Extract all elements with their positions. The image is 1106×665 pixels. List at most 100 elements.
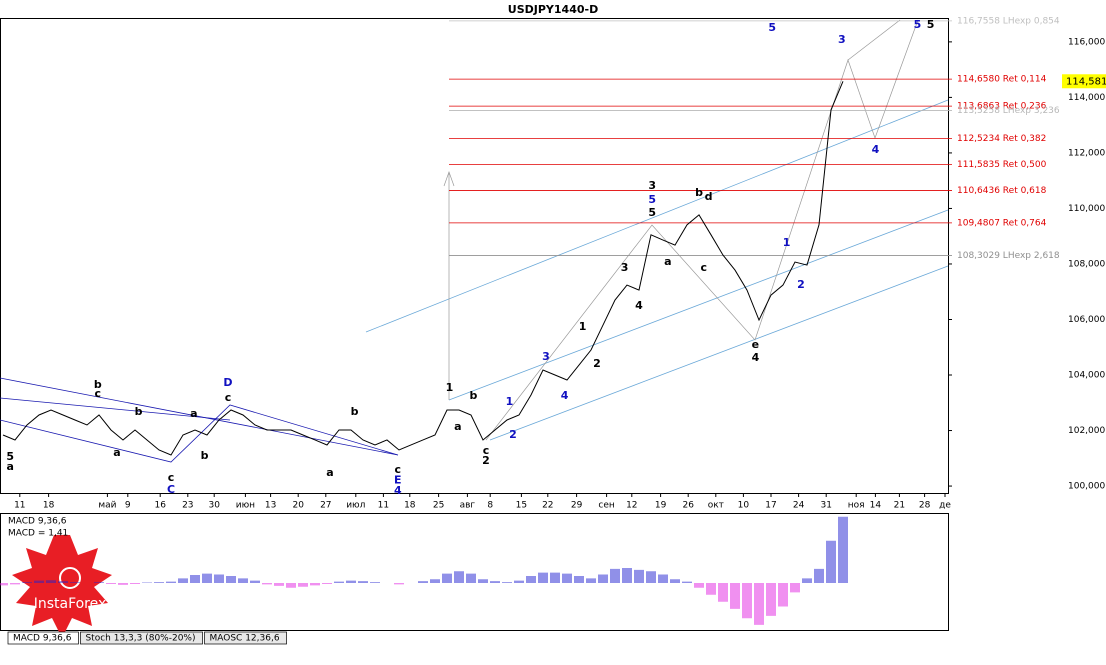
chart-title: USDJPY1440-D: [508, 3, 598, 16]
x-tick-label: 18: [43, 501, 55, 511]
level-label: 116,7558 LHexp 0,854: [957, 16, 1060, 26]
wave-label: a: [664, 255, 671, 268]
x-tick-label: 29: [571, 501, 583, 511]
level-label: 113,6863 Ret 0,236: [957, 102, 1047, 112]
macd-title: MACD 9,36,6: [8, 517, 67, 527]
wave-label: 2: [509, 428, 517, 441]
wave-label: b: [469, 389, 477, 402]
tab: MAOSC 12,36,6: [204, 631, 287, 645]
wave-label: 5: [914, 18, 922, 31]
x-tick-label: 12: [626, 501, 637, 511]
wave-label: b: [94, 378, 102, 391]
wave-label: e: [752, 338, 759, 351]
wave-label: E: [394, 474, 402, 487]
x-tick-label: 21: [894, 501, 905, 511]
wave-label: b: [201, 449, 209, 462]
x-tick-label: 20: [292, 501, 304, 511]
wave-label: 3: [648, 179, 656, 192]
level-label: 110,6436 Ret 0,618: [957, 186, 1047, 196]
wave-label: 5: [768, 21, 776, 34]
wave-label: 1: [579, 320, 587, 333]
wave-label: 5: [648, 193, 656, 206]
tab-label: MAOSC 12,36,6: [210, 634, 280, 644]
wave-label: 5: [927, 18, 935, 31]
x-tick-label: 30: [208, 501, 220, 511]
x-tick-label: сен: [598, 501, 614, 511]
wave-label: b: [695, 186, 703, 199]
level-label: 113,5258 LHexp 3,236: [957, 106, 1060, 116]
tab-box: [7, 631, 79, 645]
wave-label: 5: [648, 206, 656, 219]
x-tick-label: 18: [404, 501, 416, 511]
price-line: [2, 81, 844, 456]
wave-lines: [443, 19, 919, 441]
y-tick-label: 102,000: [1068, 426, 1105, 436]
tab: Stoch 13,3,3 (80%-20%): [80, 631, 203, 645]
x-tick-label: 14: [870, 501, 882, 511]
wave-label: 2: [593, 357, 601, 370]
wave-label: 1: [506, 395, 514, 408]
wave-label: b: [351, 405, 359, 418]
wave-label: a: [454, 420, 461, 433]
logo-text: InstaForex: [34, 596, 107, 612]
x-tick-label: 25: [433, 501, 444, 511]
y-tick-label: 114,000: [1068, 93, 1105, 103]
tab-label: Stoch 13,3,3 (80%-20%): [85, 634, 195, 644]
x-tick-label: 13: [265, 501, 276, 511]
wave-label: a: [6, 460, 13, 473]
wave-label: c: [95, 387, 102, 400]
x-tick-label: 8: [487, 501, 493, 511]
level-label: 111,5835 Ret 0,500: [957, 160, 1047, 170]
wave-label: 2: [797, 278, 805, 291]
wave-label: a: [326, 466, 333, 479]
x-tick-label: 26: [682, 501, 694, 511]
macd-panel: [0, 513, 949, 631]
trend-lines: [0, 377, 399, 463]
logo-badge: [12, 535, 112, 638]
wave-label: 4: [872, 143, 880, 156]
wave-label: 2: [482, 454, 490, 467]
wave-label: 3: [621, 261, 629, 274]
x-tick-label: 22: [542, 501, 553, 511]
price-panel: [0, 18, 949, 494]
x-tick-label: 11: [378, 501, 389, 511]
y-tick-label: 116,000: [1068, 37, 1105, 47]
tab-label: MACD 9,36,6: [13, 634, 72, 644]
x-tick-label: 27: [320, 501, 331, 511]
wave-label: c: [395, 463, 402, 476]
level-label: 108,3029 LHexp 2,618: [957, 251, 1060, 261]
wave-label: 3: [542, 350, 550, 363]
x-tick-label: 17: [765, 501, 776, 511]
wave-label: c: [483, 444, 490, 457]
wave-label: 4: [752, 351, 760, 364]
x-tick-label: июн: [236, 501, 255, 511]
x-tick-label: 11: [14, 501, 25, 511]
x-tick-label: 16: [154, 501, 166, 511]
y-tick-label: 108,000: [1068, 259, 1105, 269]
level-label: 114,6580 Ret 0,114: [957, 75, 1047, 85]
current-price-box: [1062, 74, 1106, 89]
wave-label: c: [225, 391, 232, 404]
macd-value: MACD = 1,41: [8, 529, 68, 539]
wave-label: c: [701, 261, 708, 274]
tab-box: [80, 631, 203, 645]
wave-label: c: [168, 471, 175, 484]
wave-label: a: [190, 407, 197, 420]
x-tick-label: 31: [820, 501, 831, 511]
wave-label: 1: [446, 381, 454, 394]
wave-label: C: [167, 483, 175, 496]
x-tick-label: ноя: [848, 501, 865, 511]
x-tick-label: 15: [516, 501, 527, 511]
x-tick-label: июл: [346, 501, 365, 511]
x-tick-label: май: [98, 501, 116, 511]
x-tick-label: 9: [125, 501, 131, 511]
y-tick-label: 104,000: [1068, 371, 1105, 381]
x-tick-label: де: [939, 501, 951, 511]
wave-label: a: [113, 446, 120, 459]
x-tick-label: 19: [655, 501, 667, 511]
wave-label: 1: [783, 236, 791, 249]
wave-label: 5: [6, 450, 14, 463]
wave-label: b: [135, 405, 143, 418]
y-tick-label: 110,000: [1068, 204, 1105, 214]
